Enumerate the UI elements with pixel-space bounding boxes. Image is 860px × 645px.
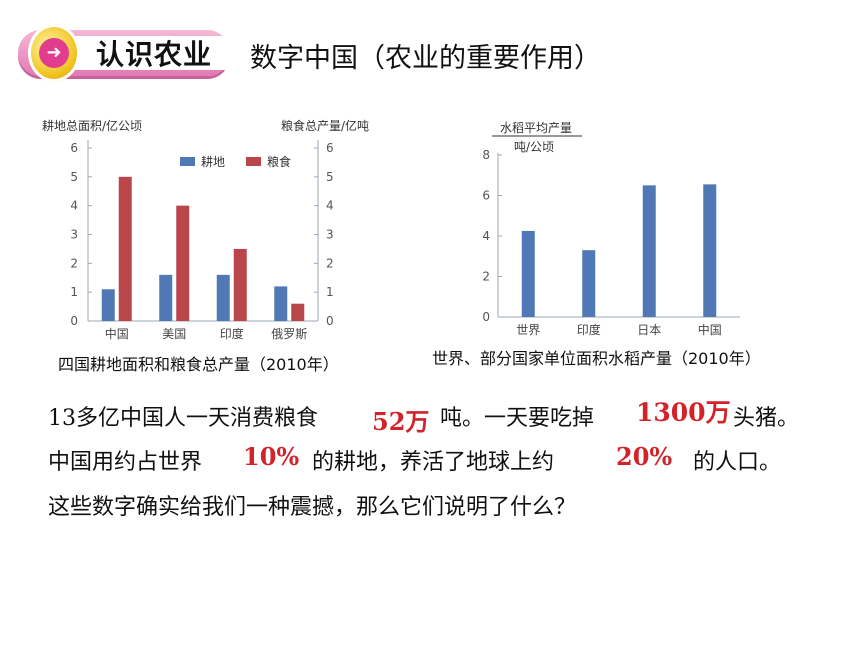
bar-粮食-中国 [118,176,132,321]
legend-swatch-粮食 [246,157,261,166]
value-grain-per-day: 52万 [372,407,430,436]
bar-粮食-俄罗斯 [291,303,305,321]
body-line-2-a: 中国用约占世界 [48,450,203,475]
bar-耕地-中国 [101,289,115,321]
y-axis-left-label: 耕地总面积/亿公顷 [42,118,142,133]
y-axis-right-label: 粮食总产量/亿吨 [281,118,369,133]
arrow-right-icon: ➜ [39,38,69,68]
chart1-caption: 四国耕地面积和粮食总产量（2010年） [58,355,339,374]
value-population-share: 20% [616,442,673,471]
y-tick-label-left: 2 [70,256,78,270]
x-tick-label: 日本 [637,323,661,337]
badge-label-box [70,36,232,70]
x-tick-label: 美国 [162,327,186,341]
y-axis-label-line1: 水稻平均产量 [500,121,572,135]
bar-粮食-印度 [233,248,247,321]
chart-farmland-grain: 耕地总面积/亿公顷 粮食总产量/亿吨 0 0 1 1 2 2 3 3 4 4 5 5 6 6 中国 美国 印度 俄罗斯… [42,118,369,341]
bar-耕地-印度 [216,274,230,321]
y-tick-label: 8 [482,148,490,162]
x-tick-label: 俄罗斯 [271,327,307,341]
value-farmland-share: 10% [243,442,300,471]
y-tick-label-right: 0 [326,314,334,328]
body-line-2-b: 的耕地，养活了地球上约 [312,450,555,475]
bar-日本 [642,185,656,317]
slide-title: 数字中国（农业的重要作用） [250,43,601,74]
x-tick-label: 中国 [698,322,722,337]
legend-label-粮食: 粮食 [267,154,291,169]
bar-耕地-俄罗斯 [274,286,288,321]
body-line-1-b: 吨。一天要吃掉 [440,406,595,431]
y-tick-label: 2 [482,270,490,284]
y-tick-label: 0 [482,310,490,324]
y-tick-label-left: 6 [70,141,78,155]
section-badge: ➜ 认识农业 [18,24,232,82]
y-tick-label-left: 0 [70,314,78,328]
legend-swatch-耕地 [180,157,195,166]
y-tick-label-left: 4 [70,199,78,213]
y-tick-label-left: 5 [70,170,78,184]
badge-label: 认识农业 [96,38,213,71]
y-axis-label-line2: 吨/公顷 [514,140,554,154]
y-tick-label-right: 2 [326,256,334,270]
y-tick-label-right: 3 [326,228,334,242]
bar-世界 [521,230,535,317]
y-tick-label-right: 1 [326,285,334,299]
y-tick-label-right: 4 [326,199,334,213]
bar-印度 [582,250,596,317]
y-tick-label: 6 [482,189,490,203]
body-line-2-c: 的人口。 [693,450,782,475]
body-line-1-a: 13多亿中国人一天消费粮食 [48,406,318,431]
body-line-1-c: 头猪。 [733,406,800,431]
x-tick-label: 中国 [105,326,129,341]
x-tick-label: 印度 [220,326,244,341]
y-tick-label-right: 6 [326,141,334,155]
y-tick-label-left: 1 [70,285,78,299]
legend-label-耕地: 耕地 [201,154,225,169]
body-line-3: 这些数字确实给我们一种震撼，那么它们说明了什么？ [48,495,577,520]
y-tick-label-right: 5 [326,170,334,184]
bar-粮食-美国 [176,205,190,321]
value-pigs-per-day: 1300万 [636,398,731,427]
y-tick-label: 4 [482,229,490,243]
bar-耕地-美国 [159,274,173,321]
x-tick-label: 印度 [577,322,601,337]
x-tick-label: 世界 [516,323,540,337]
chart2-caption: 世界、部分国家单位面积水稻产量（2010年） [432,349,761,368]
bar-中国 [703,184,717,317]
y-tick-label-left: 3 [70,228,78,242]
